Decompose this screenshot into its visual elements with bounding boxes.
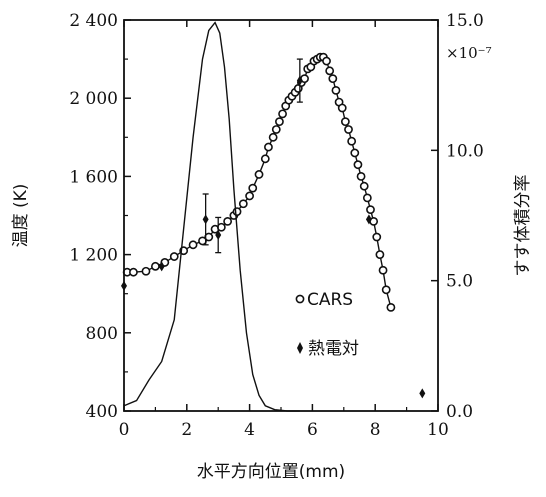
cars-point	[375, 250, 385, 259]
y-tick-label: 2 000	[69, 89, 118, 109]
cars-point	[129, 267, 138, 277]
cars-point	[362, 193, 372, 203]
cars-point	[347, 136, 357, 146]
cars-point	[331, 85, 341, 95]
cars-point	[169, 252, 179, 261]
x-tick-label: 10	[427, 420, 449, 440]
thermocouple-point	[215, 230, 222, 241]
cars-point	[275, 117, 284, 127]
series-line-CARS	[127, 56, 392, 308]
y2-tick-label: 0.0	[446, 402, 473, 422]
cars-point	[260, 154, 270, 164]
cars-point	[366, 205, 375, 215]
y2-exponent-label: ×10⁻⁷	[446, 44, 492, 62]
cars-point	[353, 160, 363, 170]
thermocouple-point	[202, 214, 209, 225]
y-tick-label: 1 600	[69, 167, 118, 187]
x-tick-label: 0	[119, 420, 130, 440]
thermocouple-point	[419, 388, 426, 399]
cars-point	[188, 240, 198, 250]
plot-frame	[123, 19, 439, 412]
cars-point	[271, 125, 281, 134]
cars-point	[322, 56, 331, 66]
cars-point	[248, 183, 258, 193]
y-axis-title: 温度 (K)	[11, 184, 31, 248]
legend-label-cars: CARS	[307, 290, 353, 310]
cars-point	[356, 171, 366, 181]
y-tick-label: 800	[86, 324, 118, 344]
cars-point	[372, 232, 382, 242]
x-axis-title: 水平方向位置(mm)	[197, 462, 345, 482]
cars-point	[264, 142, 273, 152]
cars-point	[325, 66, 335, 76]
cars-point	[223, 216, 233, 226]
cars-point	[328, 74, 338, 84]
cars-point	[232, 207, 242, 216]
y2-tick-label: 15.0	[446, 11, 484, 31]
x-tick-label: 4	[244, 420, 255, 440]
cars-point	[344, 125, 353, 134]
cars-point	[386, 302, 396, 312]
thermocouple-point	[365, 214, 372, 225]
cars-point	[278, 109, 287, 119]
y2-axis-title: すす体積分率	[513, 175, 533, 277]
x-tick-label: 8	[370, 420, 381, 440]
cars-point	[337, 103, 347, 113]
legend-label-thermocouple: 熱電対	[308, 339, 359, 359]
x-tick-label: 6	[307, 420, 318, 440]
y-tick-label: 2 400	[69, 11, 118, 31]
legend-marker-cars	[295, 294, 305, 304]
y-tick-label: 400	[86, 402, 118, 422]
cars-point	[141, 266, 151, 276]
y-tick-label: 1 200	[69, 246, 118, 266]
cars-point	[340, 117, 350, 127]
cars-point	[359, 181, 369, 191]
series-line-soot-volume-fraction	[123, 21, 300, 412]
cars-point	[378, 265, 388, 275]
cars-point	[254, 170, 264, 179]
y2-tick-label: 5.0	[446, 272, 473, 292]
cars-point	[150, 261, 160, 271]
thermocouple-point	[158, 261, 165, 272]
x-tick-label: 2	[181, 420, 192, 440]
cars-point	[381, 285, 391, 295]
y2-tick-label: 10.0	[446, 141, 484, 161]
cars-point	[238, 199, 248, 209]
cars-point	[245, 191, 254, 201]
thermocouple-point	[296, 75, 303, 86]
cars-point	[268, 132, 278, 142]
legend-marker-thermocouple	[297, 342, 303, 354]
cars-point	[350, 148, 360, 158]
